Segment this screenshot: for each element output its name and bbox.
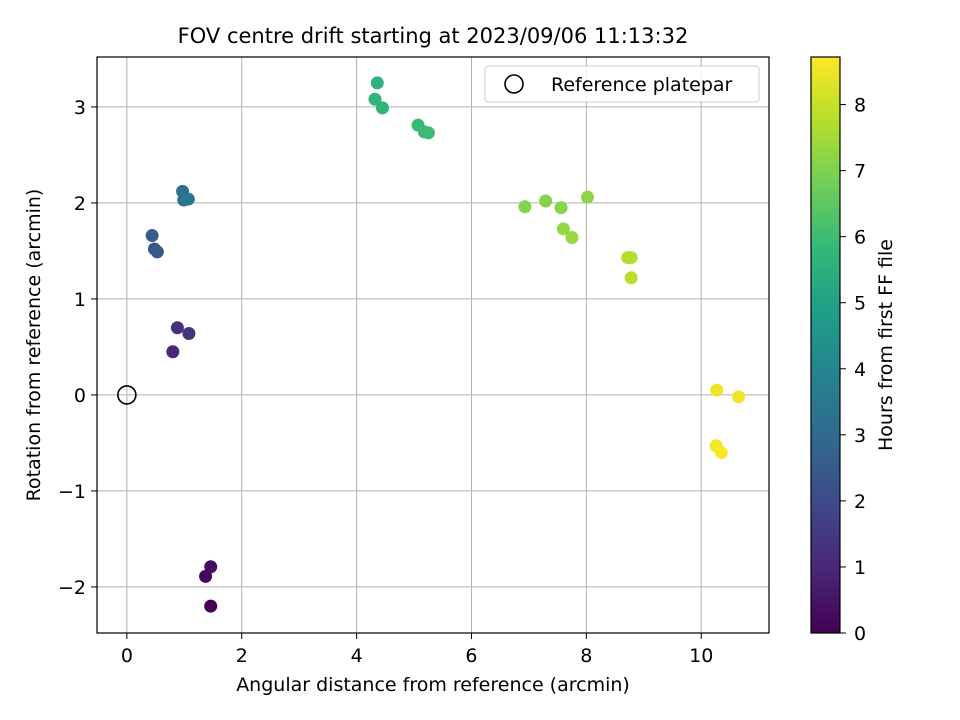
- reference-platepar-marker: [117, 385, 137, 405]
- plot-frame: [96, 56, 770, 634]
- legend-box: [484, 65, 760, 103]
- colorbar-tick-label: 8: [854, 95, 866, 117]
- colorbar: [810, 56, 841, 634]
- y-tick-label: −2: [58, 577, 86, 599]
- colorbar-tick-label: 5: [854, 293, 866, 315]
- colorbar-tick-label: 0: [854, 623, 866, 645]
- data-point: [581, 190, 595, 204]
- colorbar-tick-label: 7: [854, 161, 866, 183]
- colorbar-ticks: 0 1 2 3 4 5 6 7 8: [840, 95, 866, 645]
- colorbar-tick-label: 2: [854, 491, 866, 513]
- legend-label: Reference platepar: [551, 74, 733, 96]
- x-tick-label: 10: [689, 645, 713, 667]
- legend-marker: [504, 74, 524, 94]
- data-point: [556, 222, 570, 236]
- y-axis-label: Rotation from reference (arcmin): [23, 189, 45, 502]
- data-point: [204, 599, 218, 613]
- data-point: [421, 126, 435, 140]
- grid: [97, 57, 769, 633]
- data-point: [150, 245, 164, 259]
- y-axis: −2 −1 0 1 2 3: [58, 97, 97, 599]
- data-point: [204, 560, 218, 574]
- x-tick-label: 2: [236, 645, 248, 667]
- data-point: [199, 569, 213, 583]
- colorbar-label: Hours from first FF file: [875, 239, 897, 451]
- data-point: [710, 383, 724, 397]
- colorbar-tick-label: 4: [854, 359, 866, 381]
- y-tick-label: 2: [74, 193, 86, 215]
- y-tick-label: 0: [74, 385, 86, 407]
- x-tick-label: 6: [465, 645, 477, 667]
- y-tick-label: 1: [74, 289, 86, 311]
- colorbar-tick-label: 6: [854, 227, 866, 249]
- data-point: [181, 192, 195, 206]
- chart-title: FOV centre drift starting at 2023/09/06 …: [178, 24, 689, 48]
- x-axis-label: Angular distance from reference (arcmin): [236, 674, 630, 696]
- colorbar-tick-label: 1: [854, 557, 866, 579]
- data-point: [166, 345, 180, 359]
- x-tick-label: 4: [351, 645, 363, 667]
- y-tick-label: 3: [74, 97, 86, 119]
- data-point: [145, 229, 159, 243]
- data-point: [732, 390, 746, 404]
- y-tick-label: −1: [58, 481, 86, 503]
- data-point: [554, 201, 568, 215]
- data-points: [145, 76, 746, 613]
- data-point: [565, 230, 579, 244]
- plot-area: [97, 57, 769, 633]
- legend: Reference platepar: [484, 65, 760, 103]
- colorbar-tick-label: 3: [854, 425, 866, 447]
- data-point: [182, 326, 196, 340]
- data-point: [518, 200, 532, 214]
- data-point: [539, 194, 553, 208]
- data-point: [714, 446, 728, 460]
- x-tick-label: 8: [580, 645, 592, 667]
- x-tick-label: 0: [121, 645, 133, 667]
- data-point: [624, 251, 638, 265]
- data-point: [370, 76, 384, 90]
- data-point: [624, 271, 638, 285]
- data-point: [375, 101, 389, 115]
- data-point: [368, 92, 382, 106]
- data-point: [170, 321, 184, 335]
- x-axis: 0 2 4 6 8 10: [121, 633, 713, 667]
